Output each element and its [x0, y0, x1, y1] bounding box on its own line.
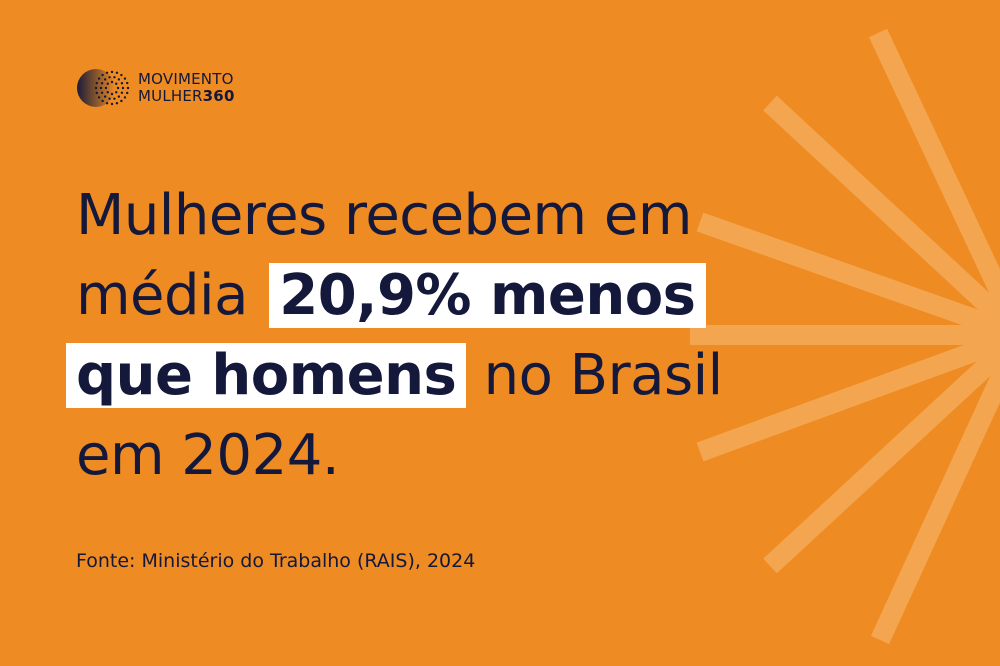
logo-dot	[100, 82, 104, 85]
headline: Mulheres recebem em média 20,9% menos que…	[66, 176, 776, 496]
logo-dot	[99, 86, 103, 90]
logo-dot	[104, 86, 108, 90]
logo-dot	[110, 92, 114, 96]
brand-line2-text: MULHER	[138, 87, 203, 105]
logo-dot	[120, 91, 124, 94]
logo-dot	[113, 97, 116, 100]
logo-dot	[117, 78, 121, 81]
logo-dot	[115, 102, 119, 105]
logo-dot	[126, 91, 129, 95]
logo-dot	[123, 77, 127, 80]
logo-dot	[120, 73, 123, 77]
brand-wordmark: MOVIMENTO MULHER360	[138, 71, 235, 105]
logo-dot	[95, 91, 98, 95]
logo-dot	[95, 81, 98, 85]
logo-dot	[126, 86, 130, 90]
logo-dot	[103, 95, 107, 98]
headline-highlight-2: que homens	[66, 343, 467, 408]
brand-line2-number: 360	[202, 87, 235, 105]
logo-dot	[108, 97, 111, 100]
logo-dot	[106, 82, 109, 85]
logo-dot	[97, 96, 101, 99]
logo-dot	[120, 99, 123, 103]
logo-dot	[103, 78, 107, 81]
logo-dot	[106, 91, 109, 94]
logo-dot	[120, 82, 124, 85]
brand-logo: MOVIMENTO MULHER360	[76, 66, 235, 110]
headline-part1: Mulheres recebem em média	[76, 183, 692, 328]
logo-dot	[108, 76, 111, 79]
logo-dot	[113, 76, 116, 79]
logo-dot	[115, 82, 118, 85]
headline-highlight-1: 20,9% menos	[269, 263, 706, 328]
logo-dot	[115, 91, 118, 94]
logo-dot	[115, 71, 119, 74]
logo-dot	[105, 102, 109, 105]
logo-dot	[116, 86, 120, 90]
brand-line2: MULHER360	[138, 88, 235, 105]
dotted-circle-logo-icon	[77, 69, 130, 107]
logo-dot	[105, 71, 109, 74]
logo-dot	[100, 91, 104, 94]
logo-dot	[101, 73, 104, 77]
logo-dot	[94, 86, 98, 90]
logo-dot	[101, 99, 104, 103]
source-citation: Fonte: Ministério do Trabalho (RAIS), 20…	[76, 550, 476, 572]
logo-dot	[110, 70, 114, 74]
headline-part2: no Brasil em 2024.	[76, 343, 723, 488]
logo-dot	[110, 102, 114, 106]
logo-dot	[123, 96, 127, 99]
logo-dot	[121, 86, 125, 90]
logo-dot	[110, 80, 114, 84]
logo-dot	[97, 77, 101, 80]
logo-dot	[117, 95, 121, 98]
logo-dot	[126, 81, 129, 85]
brand-line1: MOVIMENTO	[138, 70, 234, 88]
